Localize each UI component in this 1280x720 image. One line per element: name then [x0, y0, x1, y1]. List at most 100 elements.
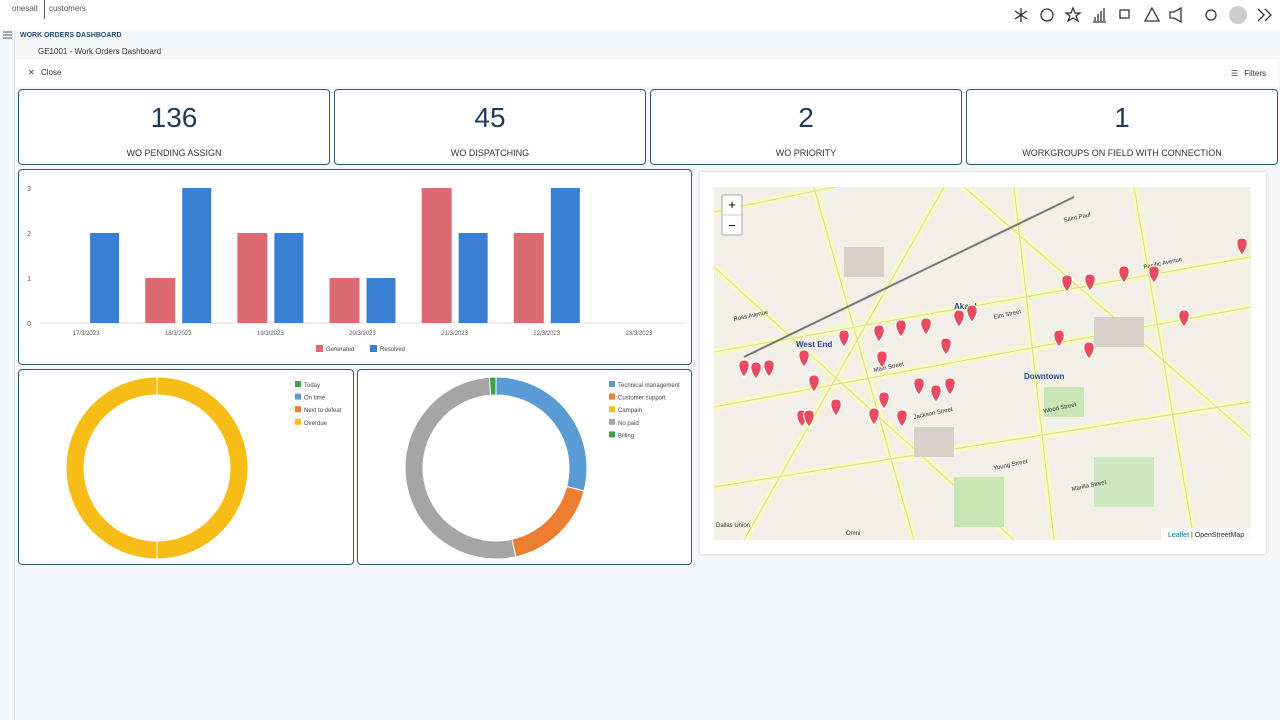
attribution-link[interactable]: Leaflet	[1168, 532, 1189, 539]
donut-chart: 50Technical management30Customer support…	[404, 376, 680, 560]
kpi-card: 45 WO DISPATCHING	[334, 89, 646, 165]
map-marker[interactable]	[1053, 329, 1065, 348]
kpi-value: 2	[798, 102, 814, 133]
help-icon[interactable]	[1040, 8, 1054, 22]
map-marker[interactable]	[896, 409, 908, 428]
x-tick-label: 17/3/2023	[73, 331, 100, 337]
top-bar	[0, 0, 1280, 30]
legend-label: Generated	[326, 347, 354, 353]
kpi-value: 45	[474, 102, 506, 133]
legend-swatch	[609, 393, 615, 400]
map-marker[interactable]	[803, 409, 815, 428]
expand-icon[interactable]	[1257, 8, 1272, 22]
alert-icon[interactable]	[1143, 6, 1161, 22]
copy-icon[interactable]	[1119, 9, 1130, 19]
map-marker[interactable]	[838, 329, 850, 348]
legend-label: No paid	[618, 421, 639, 427]
x-tick-label: 23/3/2023	[626, 331, 653, 337]
close-button[interactable]: ✕ Close	[28, 68, 62, 77]
x-tick-label: 21/3/2023	[441, 331, 468, 337]
attribution: | OpenStreetMap	[1191, 532, 1244, 539]
kpi-card: 2 WO PRIORITY	[650, 89, 962, 165]
map-marker[interactable]	[798, 349, 810, 368]
kpi-value: 1	[1114, 102, 1130, 133]
map-marker[interactable]	[830, 398, 842, 417]
legend-swatch	[370, 345, 377, 352]
x-tick-label: 18/3/2023	[165, 331, 192, 337]
map-marker[interactable]	[940, 337, 952, 356]
map-label: Saint Paul	[1063, 212, 1091, 224]
map-marker[interactable]	[750, 361, 762, 380]
donut-segment	[511, 485, 585, 558]
logo-product: customers	[44, 0, 86, 19]
zoom-out[interactable]: −	[728, 218, 736, 233]
map-marker[interactable]	[873, 324, 885, 343]
map-marker[interactable]	[895, 319, 907, 338]
map-marker[interactable]	[878, 391, 890, 410]
nav-title[interactable]: WORK ORDERS DASHBOARD	[20, 32, 122, 39]
map-label: Omni	[846, 531, 860, 537]
bar-card: 0 1 2 3 17/3/2023 18/3/2023 19/3/2023 20/3/2023…	[18, 169, 692, 365]
kpi-value: 136	[150, 102, 198, 133]
filters-button[interactable]: ☰ Filters	[1230, 69, 1266, 78]
user-avatar[interactable]	[1229, 6, 1247, 24]
map-marker[interactable]	[1061, 274, 1073, 293]
legend-swatch	[295, 381, 301, 387]
bar	[274, 233, 304, 323]
map-marker[interactable]	[966, 304, 978, 323]
legend-swatch	[609, 381, 615, 387]
menu-icon[interactable]	[3, 30, 13, 40]
legend-label: Overdue	[304, 421, 328, 427]
map-marker[interactable]	[1084, 273, 1096, 292]
bar	[421, 188, 452, 323]
map-marker[interactable]	[913, 377, 925, 396]
legend-label: Next to defeat	[304, 408, 342, 414]
map-marker[interactable]	[738, 359, 750, 378]
bar	[182, 188, 212, 323]
map-marker[interactable]	[1118, 265, 1130, 284]
legend-swatch	[609, 418, 615, 425]
bar	[329, 278, 360, 323]
map-marker[interactable]	[920, 317, 932, 336]
map-marker[interactable]	[868, 407, 880, 426]
toolbar-icons	[1014, 6, 1272, 24]
map-marker[interactable]	[1178, 309, 1190, 328]
donut-segment	[495, 376, 588, 492]
bar	[513, 233, 544, 323]
stats-icon[interactable]	[1093, 8, 1106, 23]
kpi-card: 136 WO PENDING ASSIGN	[18, 89, 330, 165]
map-label: Elm Street	[993, 309, 1022, 321]
map-marker[interactable]	[1236, 237, 1248, 256]
snow-icon[interactable]	[1014, 8, 1028, 22]
zoom-in[interactable]: +	[728, 197, 736, 212]
donut-segment	[488, 376, 497, 396]
announce-icon[interactable]	[1169, 6, 1182, 24]
map-marker[interactable]	[930, 384, 942, 403]
map-marker[interactable]	[808, 374, 820, 393]
map[interactable]: + − Leaflet | OpenStreetMap West End Akar…	[714, 187, 1251, 540]
x-tick-label: 19/3/2023	[257, 331, 284, 337]
bar	[458, 233, 488, 323]
map-marker[interactable]	[944, 377, 956, 396]
map-card: + − Leaflet | OpenStreetMap West End Akar…	[700, 172, 1266, 554]
map-marker[interactable]	[953, 309, 965, 328]
legend-label: Campain	[618, 408, 642, 414]
legend-label: Technical management	[618, 383, 680, 389]
legend-swatch	[316, 345, 323, 352]
logo: onesait customers	[12, 0, 86, 19]
map-label: Akard	[954, 302, 977, 311]
y-tick-label: 2	[27, 231, 31, 238]
settings-icon[interactable]	[1205, 9, 1217, 21]
y-tick-label: 0	[27, 321, 31, 328]
map-marker[interactable]	[1148, 265, 1160, 284]
legend-swatch	[295, 393, 301, 400]
map-marker[interactable]	[1083, 341, 1095, 360]
legend-swatch	[609, 431, 615, 438]
logo-brand: onesait	[12, 4, 38, 13]
favorite-icon[interactable]	[1064, 6, 1082, 23]
map-marker[interactable]	[763, 359, 775, 378]
map-marker[interactable]	[876, 350, 888, 369]
